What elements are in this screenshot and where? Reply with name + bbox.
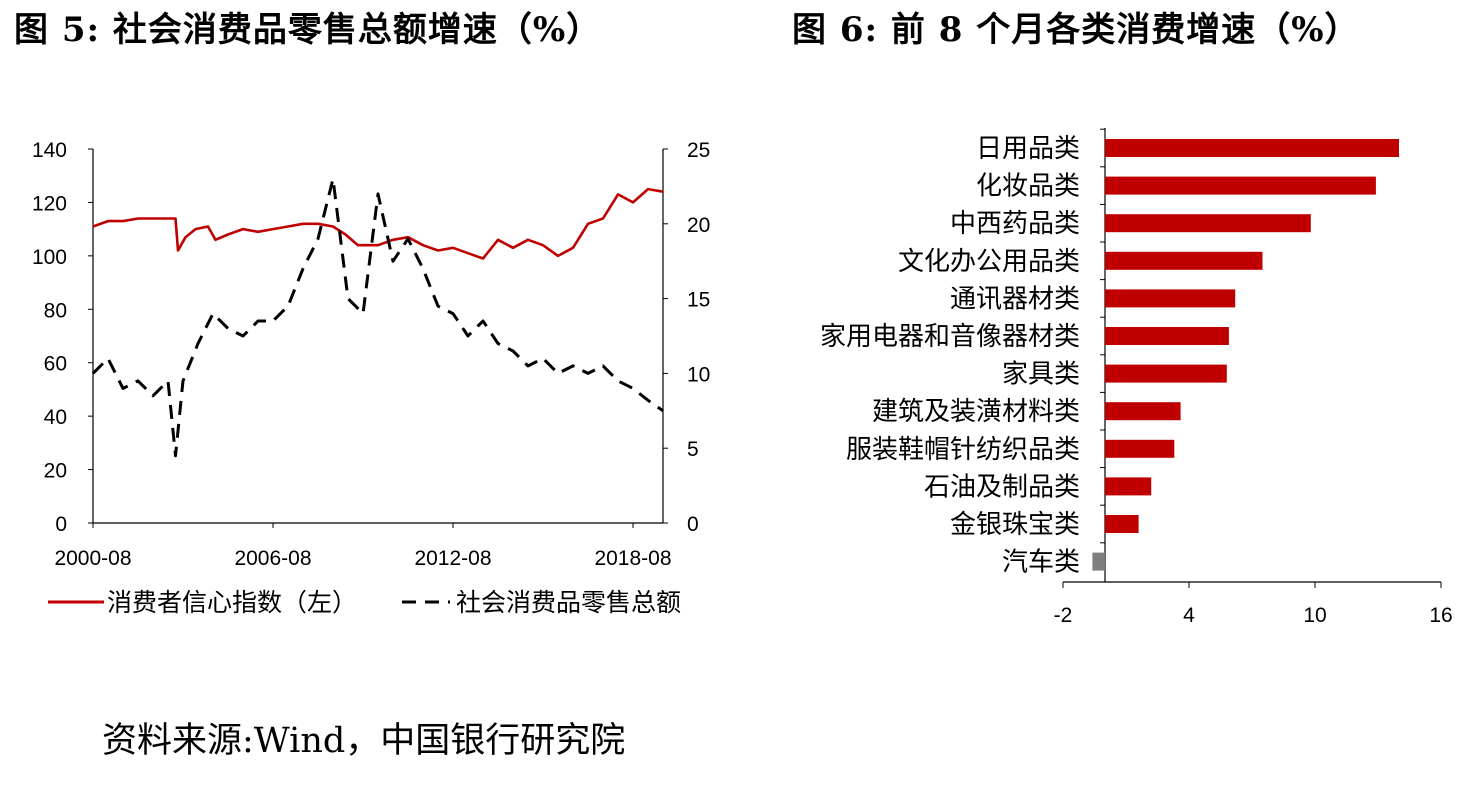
category-label-3: 中西药品类 [950,209,1080,239]
category-label-7: 家具类 [1002,360,1080,390]
figure5-line-chart: 0 20 40 60 80 100 120 140 0 5 10 15 20 25 2000-08 2006-… [32,139,710,617]
category-label-6: 家用电器和音像器材类 [820,322,1080,352]
category-label-4: 文化办公用品类 [898,247,1080,277]
x-tick-label: 2006-08 [234,547,311,570]
x-tick-label: 2012-08 [414,547,491,570]
x-tick-label: 2018-08 [594,547,671,570]
left-y-tick-label: 140 [32,139,67,162]
category-label-11: 金银珠宝类 [950,510,1080,540]
left-y-tick-label: 40 [44,406,67,429]
value-tick-label: -2 [1054,604,1073,627]
bar-2 [1105,176,1376,195]
category-label-2: 化妆品类 [976,172,1080,202]
bar-4 [1105,251,1263,270]
left-y-tick-label: 120 [32,192,67,215]
category-label-8: 建筑及装潢材料类 [872,397,1080,427]
legend-label-2: 社会消费品零售总额 [456,588,681,617]
category-label-10: 石油及制品类 [924,472,1080,502]
figure5-title: 图 5: 社会消费品零售总额增速（%） [14,10,602,50]
bar-9 [1105,439,1175,458]
category-label-12: 汽车类 [1002,548,1080,578]
right-y-tick-label: 0 [687,513,699,536]
left-y-tick-label: 80 [44,299,67,322]
right-y-tick-label: 10 [687,363,710,386]
bar-10 [1105,477,1152,496]
value-tick-label: 16 [1429,604,1452,627]
bar-3 [1105,214,1311,233]
category-label-5: 通讯器材类 [950,284,1080,314]
right-y-tick-label: 15 [687,289,710,312]
source-note: 资料来源:Wind，中国银行研究院 [102,721,626,761]
series-line-1 [92,187,664,260]
bar-8 [1105,402,1181,421]
series-line-2 [91,177,664,458]
left-y-tick-label: 60 [44,353,67,376]
value-tick-label: 4 [1183,604,1195,627]
bar-1 [1105,139,1399,157]
right-y-tick-label: 25 [687,139,710,162]
left-y-tick-label: 100 [32,246,67,269]
bar-12 [1092,552,1105,571]
figure6-bar-chart: -2 4 10 16 日用品类化妆品类中西药品类文化办公用品类通讯器材类家用电器和音像器… [820,128,1453,627]
bar-11 [1105,515,1139,533]
bar-5 [1105,289,1236,308]
value-tick-label: 10 [1303,604,1326,627]
category-label-9: 服装鞋帽针纺织品类 [846,435,1080,465]
bar-7 [1105,364,1227,383]
category-label-1: 日用品类 [976,134,1080,164]
bar-6 [1105,327,1229,345]
right-y-tick-label: 5 [687,438,699,461]
x-tick-label: 2000-08 [54,547,131,570]
left-y-tick-label: 20 [44,460,67,483]
right-y-tick-label: 20 [687,214,710,237]
figure6-title: 图 6: 前 8 个月各类消费增速（%） [792,10,1360,50]
left-y-tick-label: 0 [55,513,67,536]
legend-label-1: 消费者信心指数（左） [107,588,357,617]
